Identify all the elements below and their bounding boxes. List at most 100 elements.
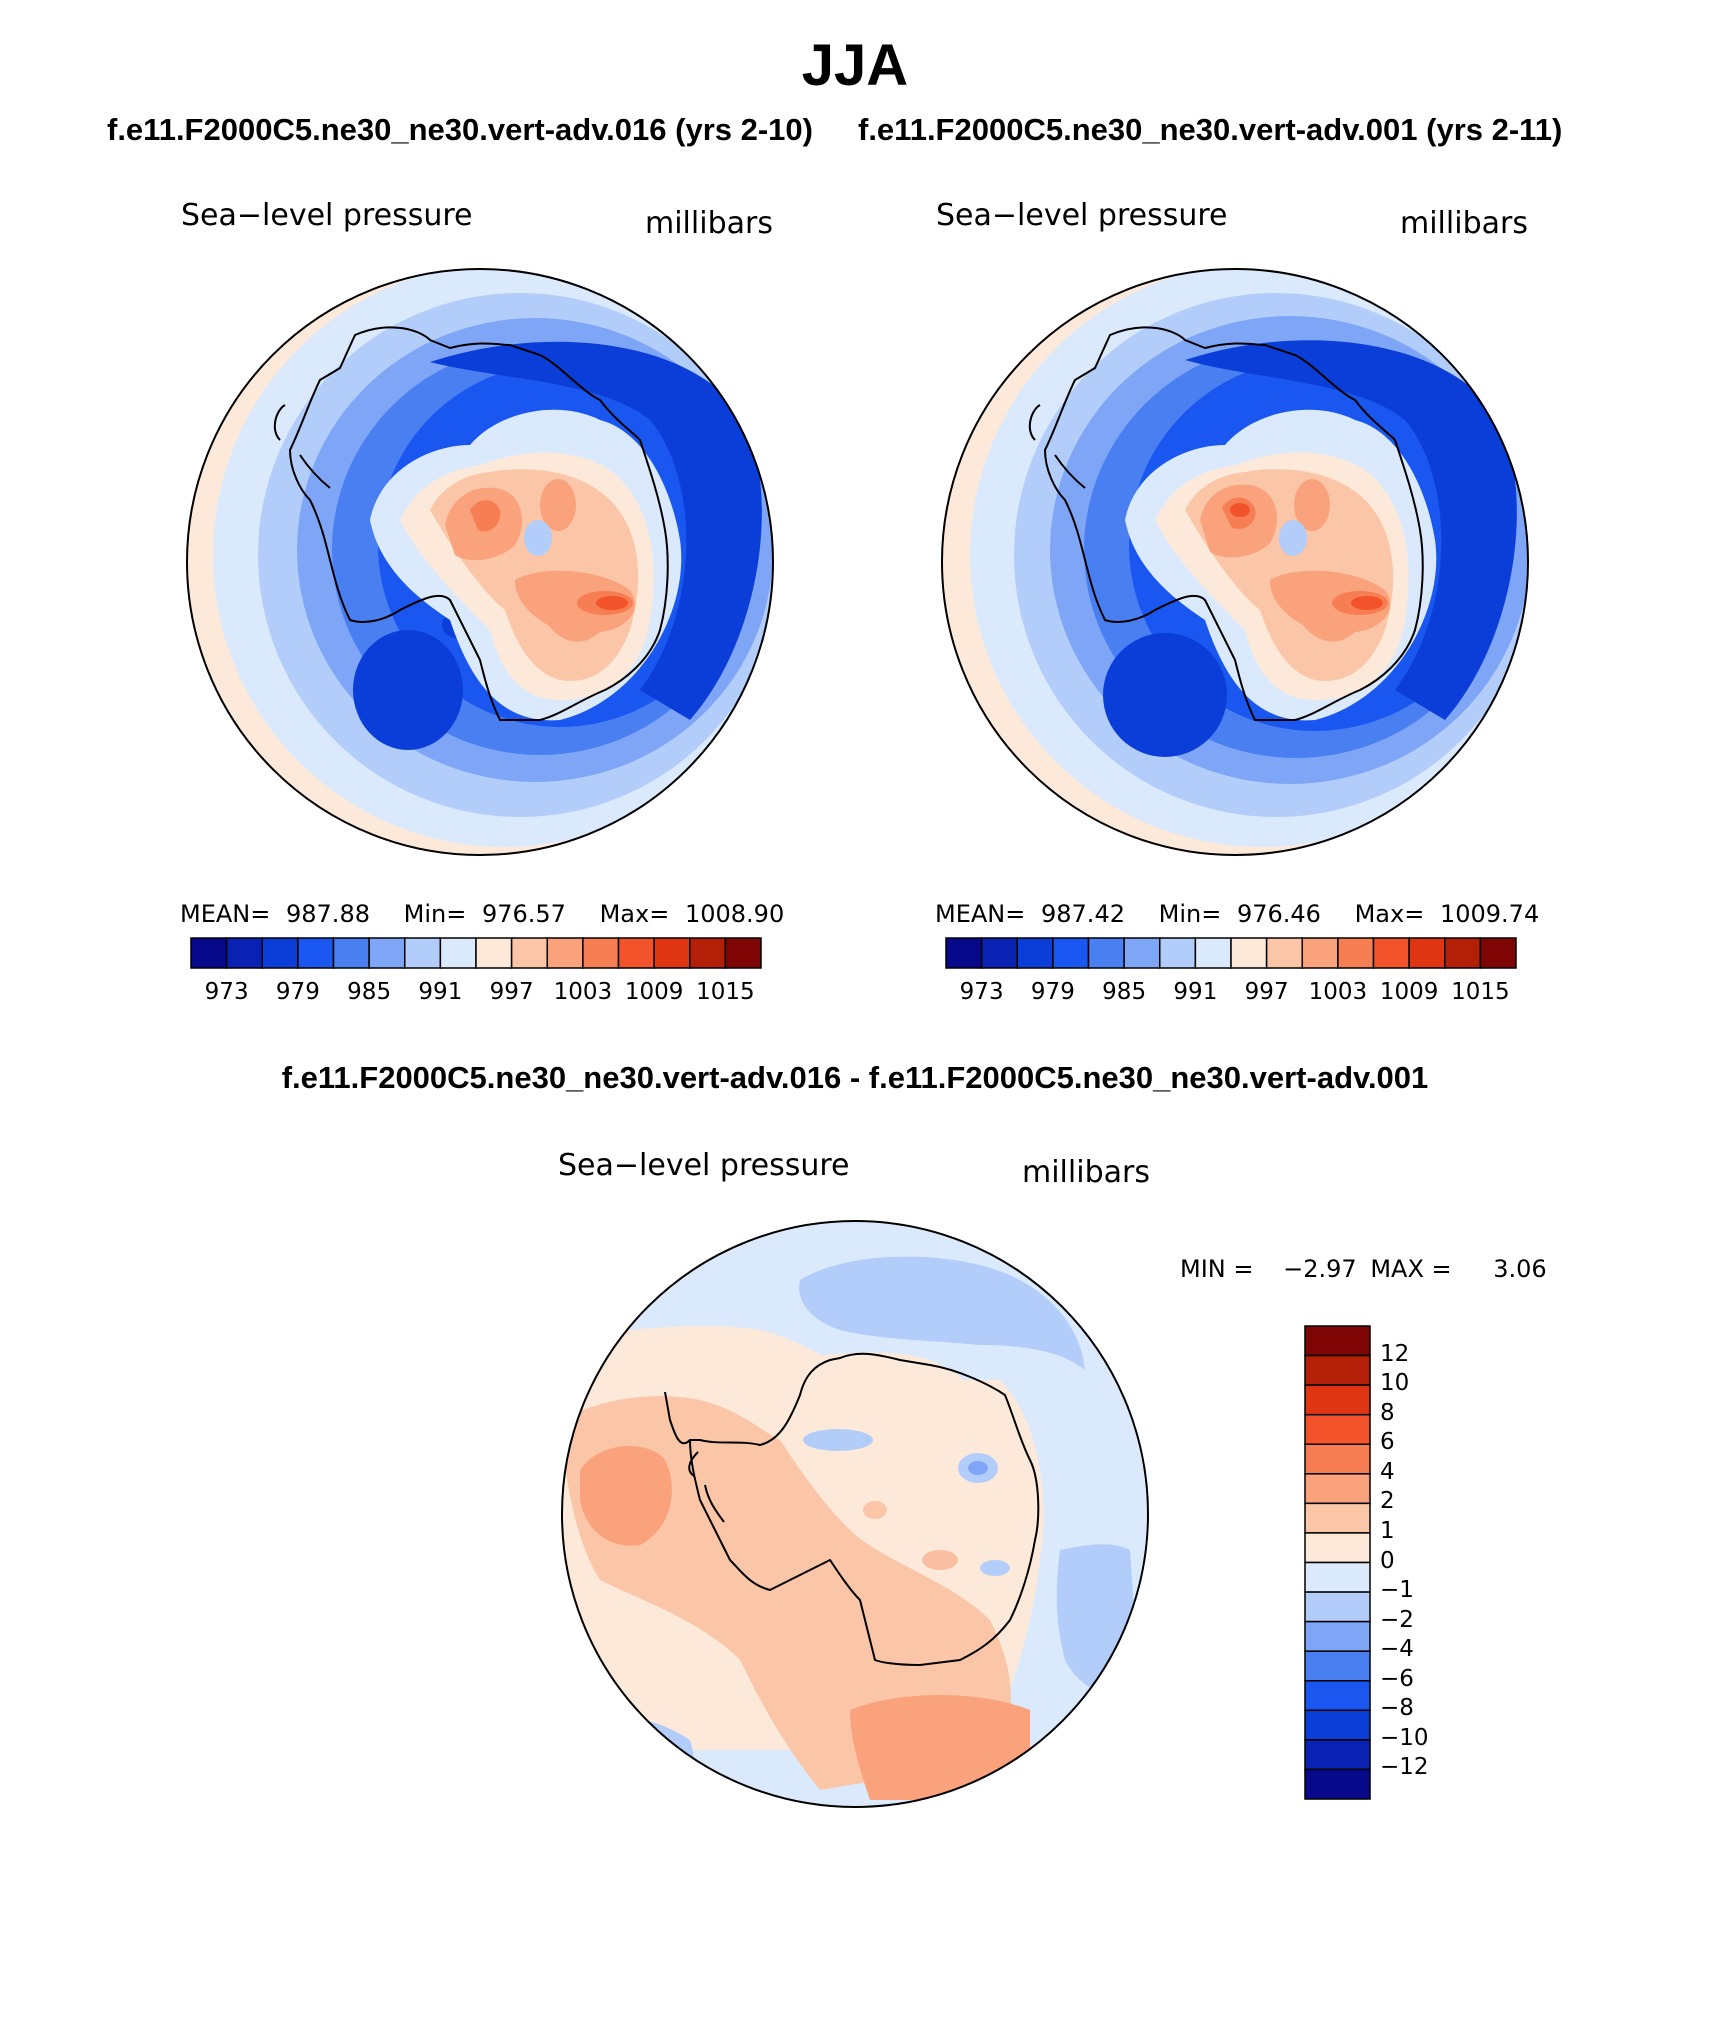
colorbar-swatch [1304, 1768, 1371, 1800]
diff-units-label: millibars [1022, 1155, 1150, 1190]
colorbar-tick-label: 1003 [1308, 979, 1368, 1005]
colorbar-swatch [1304, 1620, 1371, 1652]
colorbar-tick-label: 1009 [624, 979, 684, 1005]
units-label-right: millibars [1400, 206, 1528, 241]
colorbar-swatch [1123, 937, 1161, 969]
colorbar-swatch [475, 937, 513, 969]
min-label: Min= [1158, 900, 1222, 928]
colorbar-swatch [1087, 937, 1125, 969]
colorbar-swatch [724, 937, 762, 969]
colorbar-tick-label: 1009 [1379, 979, 1439, 1005]
colorbar-tick-label: 979 [1030, 979, 1075, 1005]
colorbar-tick-label: −10 [1380, 1724, 1429, 1751]
colorbar-tick-label: 991 [418, 979, 463, 1005]
colorbar-swatch [945, 937, 983, 969]
figure-title: JJA [801, 33, 909, 98]
colorbar-tick-label: 1015 [696, 979, 755, 1005]
diff-min-value: −2.97 [1283, 1255, 1357, 1283]
max-label: Max= [1354, 900, 1425, 928]
colorbar-tick-label: 973 [204, 979, 249, 1005]
variable-label-right: Sea−level pressure [936, 198, 1228, 233]
slp-map-right [941, 268, 1529, 856]
diff-max-label: MAX = [1370, 1255, 1452, 1283]
colorbar-swatch [368, 937, 406, 969]
colorbar-swatch [1304, 1680, 1371, 1712]
min-label: Min= [403, 900, 467, 928]
colorbar-swatch [546, 937, 584, 969]
colorbar-tick-label: −6 [1380, 1665, 1414, 1692]
colorbar-swatch [1304, 1443, 1371, 1475]
mean-value: 987.88 [286, 900, 370, 928]
max-value: 1009.74 [1439, 900, 1540, 928]
case-title-right: f.e11.F2000C5.ne30_ne30.vert-adv.001 (yr… [858, 112, 1563, 147]
max-label: Max= [599, 900, 670, 928]
variable-label-left: Sea−level pressure [181, 198, 473, 233]
colorbar-swatch [1444, 937, 1482, 969]
colorbar-swatch [1301, 937, 1339, 969]
colorbar-swatch [439, 937, 477, 969]
colorbar-swatch [190, 937, 228, 969]
colorbar-swatch [1372, 937, 1410, 969]
slp-map-left [186, 268, 774, 856]
colorbar-swatch [1194, 937, 1232, 969]
colorbar-tick-label: 0 [1380, 1547, 1395, 1574]
colorbar-tick-label: 1003 [553, 979, 613, 1005]
stats-left: MEAN= 987.88 Min= 976.57 Max= 1008.90 [180, 900, 784, 928]
colorbar-tick-label: 4 [1380, 1458, 1395, 1485]
colorbar-swatch [332, 937, 370, 969]
diff-minmax: MIN = −2.97 MAX = 3.06 [1180, 1255, 1547, 1283]
colorbar-swatch [1052, 937, 1090, 969]
diff-title: f.e11.F2000C5.ne30_ne30.vert-adv.016 - f… [281, 1060, 1429, 1095]
mean-label: MEAN= [935, 900, 1026, 928]
colorbar-swatch [1408, 937, 1446, 969]
min-value: 976.46 [1236, 900, 1321, 928]
colorbar-swatch [582, 937, 620, 969]
colorbar-swatch [225, 937, 263, 969]
colorbar-swatch [1337, 937, 1375, 969]
colorbar-swatch [1159, 937, 1197, 969]
colorbar-swatch [1304, 1739, 1371, 1771]
colorbar-swatch [1304, 1473, 1371, 1505]
mean-label: MEAN= [180, 900, 271, 928]
max-value: 1008.90 [684, 900, 785, 928]
diff-variable-label: Sea−level pressure [558, 1148, 850, 1183]
colorbar-swatch [1304, 1354, 1371, 1386]
colorbar-left [190, 937, 762, 969]
min-value: 976.57 [481, 900, 566, 928]
colorbar-swatch [617, 937, 655, 969]
colorbar-swatch [1304, 1532, 1371, 1564]
colorbar-swatch [261, 937, 299, 969]
colorbar-swatch [1304, 1413, 1371, 1445]
colorbar-tick-label: 10 [1380, 1370, 1410, 1397]
colorbar-tick-label: −12 [1380, 1754, 1429, 1781]
colorbar-swatch [1304, 1591, 1371, 1623]
colorbar-tick-label: −8 [1380, 1695, 1414, 1722]
mean-value: 987.42 [1041, 900, 1125, 928]
case-title-left: f.e11.F2000C5.ne30_ne30.vert-adv.016 (yr… [107, 112, 813, 147]
colorbar-tick-label: −2 [1380, 1606, 1414, 1633]
colorbar-tick-label: 991 [1173, 979, 1218, 1005]
colorbar-tick-label: 997 [489, 979, 534, 1005]
colorbar-swatch [297, 937, 335, 969]
colorbar-diff [1304, 1325, 1371, 1800]
colorbar-tick-label: 985 [1102, 979, 1147, 1005]
colorbar-right [945, 937, 1517, 969]
colorbar-swatch [1304, 1502, 1371, 1534]
colorbar-tick-label: 997 [1244, 979, 1289, 1005]
colorbar-tick-label: 2 [1380, 1488, 1395, 1515]
colorbar-swatch [510, 937, 548, 969]
colorbar-swatch [1304, 1650, 1371, 1682]
colorbar-tick-label: 979 [275, 979, 320, 1005]
colorbar-swatch [1479, 937, 1517, 969]
units-label-left: millibars [645, 206, 773, 241]
colorbar-tick-label: −1 [1380, 1577, 1414, 1604]
colorbar-tick-label: −4 [1380, 1636, 1414, 1663]
colorbar-swatch [1304, 1325, 1371, 1357]
colorbar-swatch [1304, 1384, 1371, 1416]
colorbar-tick-label: 1 [1380, 1517, 1395, 1544]
colorbar-swatch [689, 937, 727, 969]
slp-diff-map [561, 1220, 1149, 1808]
colorbar-swatch [653, 937, 691, 969]
colorbar-swatch [1265, 937, 1303, 969]
